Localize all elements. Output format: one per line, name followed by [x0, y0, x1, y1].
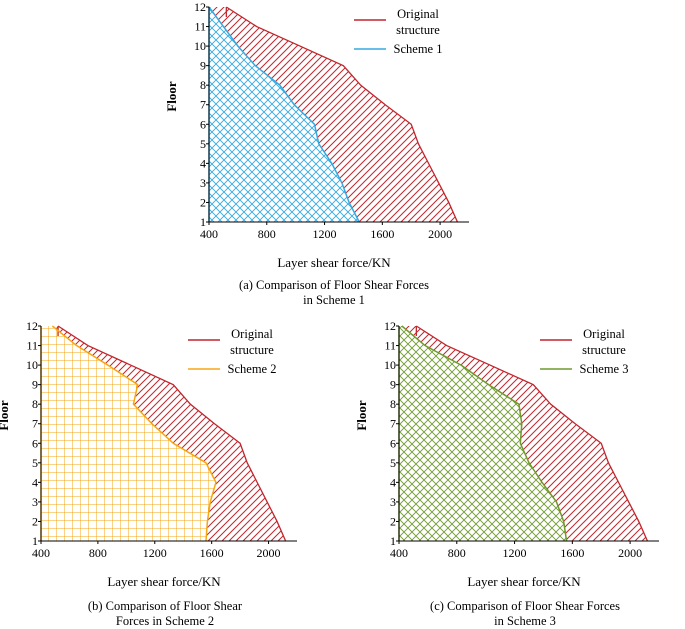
scheme-line — [401, 325, 568, 542]
x-tick-label: 1200 — [143, 546, 167, 560]
panel-caption: (b) Comparison of Floor Shear — [88, 599, 243, 613]
scheme-line — [208, 6, 360, 223]
original-structure-line — [225, 6, 459, 223]
y-tick-label: 6 — [390, 436, 396, 450]
y-tick-label: 9 — [390, 378, 396, 392]
legend-scheme-label: Scheme 1 — [394, 42, 443, 56]
y-tick-label: 8 — [390, 397, 396, 411]
y-tick-label: 3 — [390, 495, 396, 509]
y-tick-label: 1 — [32, 534, 38, 548]
y-tick-label: 3 — [200, 176, 206, 190]
y-tick-label: 6 — [32, 436, 38, 450]
y-tick-label: 7 — [390, 417, 396, 431]
y-tick-label: 11 — [194, 20, 206, 34]
legend-original-label: Original — [231, 327, 273, 341]
x-tick-label: 1600 — [200, 546, 224, 560]
original-hatch-area — [209, 7, 458, 222]
y-tick-label: 9 — [200, 59, 206, 73]
legend-original-label: structure — [396, 23, 440, 37]
legend-scheme-label: Scheme 2 — [228, 362, 277, 376]
panel-caption: Forces in Scheme 2 — [116, 614, 214, 628]
x-tick-label: 1600 — [560, 546, 584, 560]
y-tick-label: 8 — [32, 397, 38, 411]
y-tick-label: 7 — [200, 98, 206, 112]
x-tick-label: 400 — [32, 546, 50, 560]
y-tick-label: 2 — [390, 514, 396, 528]
y-tick-label: 10 — [194, 39, 206, 53]
legend: Original structure Scheme 3 — [540, 327, 628, 376]
x-tick-label: 400 — [390, 546, 408, 560]
y-tick-label: 11 — [384, 339, 396, 353]
y-tick-label: 12 — [194, 0, 206, 14]
x-axis-label: Layer shear force/KN — [107, 574, 221, 589]
y-axis-label: Floor — [164, 81, 179, 112]
legend-scheme-label: Scheme 3 — [580, 362, 629, 376]
original-structure-line — [57, 325, 287, 542]
y-axis-label: Floor — [354, 400, 369, 431]
panel-caption: in Scheme 3 — [494, 614, 556, 628]
legend-original-label: structure — [582, 343, 626, 357]
y-tick-label: 11 — [26, 339, 38, 353]
x-tick-label: 800 — [89, 546, 107, 560]
legend: Original structure Scheme 2 — [188, 327, 276, 376]
y-tick-label: 1 — [390, 534, 396, 548]
panel-caption: (a) Comparison of Floor Shear Forces — [239, 278, 429, 292]
scheme-line — [51, 325, 217, 542]
y-tick-label: 4 — [200, 156, 206, 170]
x-tick-label: 1600 — [370, 227, 394, 241]
y-tick-label: 2 — [32, 514, 38, 528]
scheme-fill-area — [209, 7, 360, 222]
x-tick-label: 2000 — [428, 227, 452, 241]
y-tick-label: 9 — [32, 378, 38, 392]
y-axis-label: Floor — [0, 400, 11, 431]
legend-original-label: Original — [397, 7, 439, 21]
x-tick-label: 400 — [200, 227, 218, 241]
y-tick-label: 4 — [32, 475, 38, 489]
y-tick-label: 6 — [200, 117, 206, 131]
y-tick-label: 10 — [384, 358, 396, 372]
y-tick-label: 7 — [32, 417, 38, 431]
panel-caption: (c) Comparison of Floor Shear Forces — [430, 599, 620, 613]
y-tick-label: 12 — [26, 319, 38, 333]
x-tick-label: 800 — [258, 227, 276, 241]
original-hatch-area — [52, 326, 286, 541]
x-axis-label: Layer shear force/KN — [467, 574, 581, 589]
y-tick-label: 4 — [390, 475, 396, 489]
scheme-fill-area — [399, 326, 567, 541]
y-tick-label: 3 — [32, 495, 38, 509]
original-hatch-area — [401, 326, 648, 541]
x-axis-label: Layer shear force/KN — [277, 255, 391, 270]
y-tick-label: 5 — [200, 137, 206, 151]
panel-caption: in Scheme 1 — [303, 293, 365, 307]
x-tick-label: 1200 — [313, 227, 337, 241]
legend: Original structure Scheme 1 — [354, 7, 442, 56]
x-tick-label: 1200 — [503, 546, 527, 560]
y-tick-label: 10 — [26, 358, 38, 372]
y-tick-label: 8 — [200, 78, 206, 92]
x-tick-label: 800 — [448, 546, 466, 560]
y-tick-label: 12 — [384, 319, 396, 333]
y-tick-label: 2 — [200, 195, 206, 209]
scheme-fill-area — [41, 326, 216, 541]
y-tick-label: 1 — [200, 215, 206, 229]
y-tick-label: 5 — [32, 456, 38, 470]
original-structure-line — [415, 325, 649, 542]
y-tick-label: 5 — [390, 456, 396, 470]
x-tick-label: 2000 — [257, 546, 281, 560]
legend-original-label: structure — [230, 343, 274, 357]
x-tick-label: 2000 — [618, 546, 642, 560]
legend-original-label: Original — [583, 327, 625, 341]
